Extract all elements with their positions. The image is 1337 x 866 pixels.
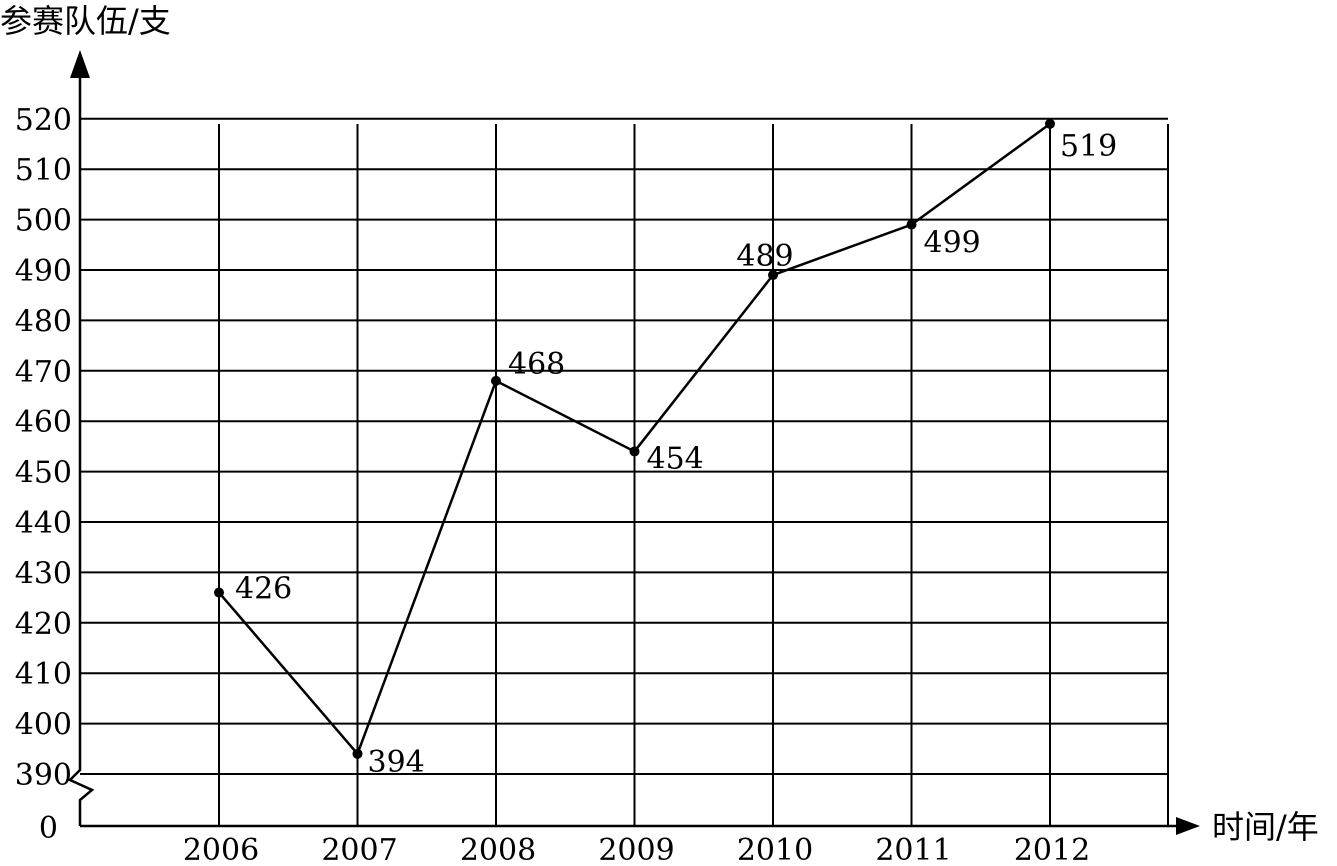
y-tick-label: 390 bbox=[15, 758, 72, 793]
y-tick-label: 440 bbox=[15, 506, 72, 541]
y-tick-label: 500 bbox=[15, 204, 72, 239]
data-label: 519 bbox=[1060, 129, 1117, 164]
data-label: 426 bbox=[235, 572, 292, 607]
y-tick-label: 460 bbox=[15, 405, 72, 440]
y-tick-label: 420 bbox=[15, 607, 72, 642]
x-axis-title: 时间/年 bbox=[1212, 808, 1319, 846]
x-tick-labels: 2006 2007 2008 2009 2010 2011 2012 bbox=[183, 833, 1090, 866]
y-tick-label: 400 bbox=[15, 708, 72, 743]
x-tick-label: 2010 bbox=[737, 833, 813, 866]
data-point bbox=[214, 587, 224, 598]
x-tick-label: 2007 bbox=[321, 833, 397, 866]
data-label: 394 bbox=[368, 745, 425, 780]
y-tick-label: 430 bbox=[15, 556, 72, 591]
y-tick-label: 410 bbox=[15, 657, 72, 692]
data-point bbox=[491, 375, 501, 386]
data-point bbox=[1045, 118, 1055, 129]
y-axis bbox=[67, 60, 95, 826]
y-tick-label: 510 bbox=[15, 153, 72, 188]
y-axis-arrow bbox=[70, 50, 90, 78]
grid bbox=[80, 117, 1169, 826]
y-tick-label: 470 bbox=[15, 355, 72, 390]
x-tick-label: 2012 bbox=[1014, 833, 1090, 866]
y-tick-labels: 390 400 410 420 430 440 450 460 470 480 490 500 510 5… bbox=[15, 103, 72, 793]
data-label: 489 bbox=[736, 239, 793, 274]
x-tick-label: 2006 bbox=[183, 833, 259, 866]
data-point bbox=[352, 748, 363, 759]
x-axis-arrow bbox=[1176, 817, 1200, 835]
series bbox=[214, 118, 1055, 759]
data-label: 468 bbox=[508, 347, 565, 382]
data-label: 499 bbox=[924, 226, 981, 261]
data-label: 454 bbox=[647, 441, 704, 476]
data-labels: 426 394 468 454 489 499 519 bbox=[235, 129, 1117, 780]
origin-label: 0 bbox=[39, 811, 58, 846]
y-axis-title: 参赛队伍/支 bbox=[0, 2, 171, 40]
y-tick-label: 480 bbox=[15, 304, 72, 339]
axes: 参赛队伍/支 时间/年 0 bbox=[0, 2, 1319, 846]
x-tick-label: 2011 bbox=[875, 833, 951, 866]
data-point bbox=[768, 270, 778, 281]
y-tick-label: 490 bbox=[15, 254, 72, 289]
x-tick-label: 2008 bbox=[460, 833, 536, 866]
data-point bbox=[906, 219, 917, 230]
data-point bbox=[629, 446, 640, 457]
y-tick-label: 520 bbox=[15, 103, 72, 138]
x-tick-label: 2009 bbox=[598, 833, 674, 866]
y-tick-label: 450 bbox=[15, 456, 72, 491]
